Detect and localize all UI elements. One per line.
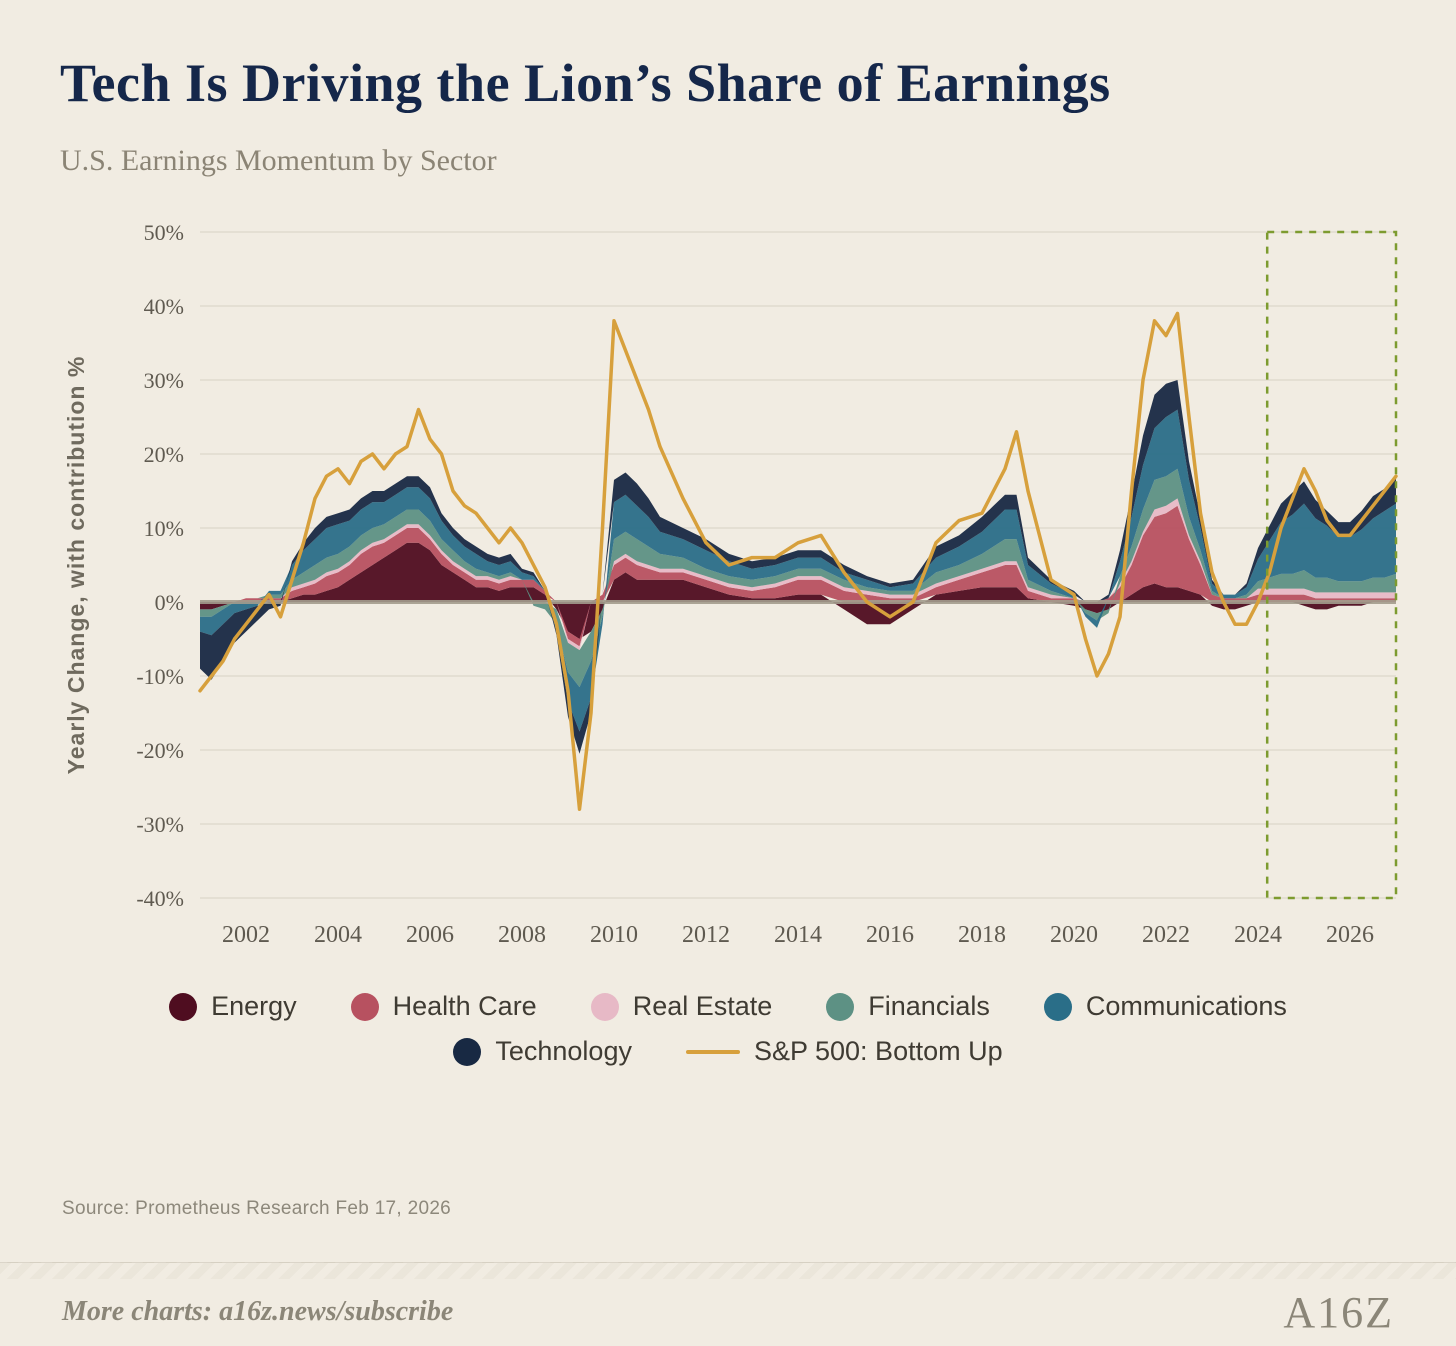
sp500-line	[198, 311, 1398, 811]
x-tick-label: 2022	[1142, 922, 1190, 948]
legend-color-dot	[350, 992, 379, 1021]
y-tick-label: 40%	[144, 294, 184, 319]
x-tick-label: 2014	[774, 922, 822, 948]
x-tick-label: 2010	[590, 922, 638, 948]
a16z-logo: A16Z	[1283, 1287, 1394, 1337]
legend-item-real-estate: Real Estate	[590, 991, 773, 1022]
more-charts-link[interactable]: More charts: a16z.news/subscribe	[62, 1296, 454, 1327]
y-tick-label: -20%	[136, 738, 184, 763]
legend-color-dot	[453, 1037, 482, 1066]
x-tick-label: 2002	[222, 922, 270, 948]
forecast-highlight-box	[1265, 230, 1398, 900]
x-tick-label: 2020	[1050, 922, 1098, 948]
legend-line-swatch	[685, 1049, 740, 1054]
legend-label: Financials	[868, 991, 990, 1021]
legend-color-dot	[590, 992, 619, 1021]
legend-color-dot	[169, 992, 198, 1021]
footer: More charts: a16z.news/subscribe A16Z	[0, 1278, 1456, 1346]
legend-color-dot	[1043, 992, 1072, 1021]
legend-color-dot	[826, 992, 855, 1021]
earnings-momentum-chart: 50% 40% 30% 20% 10% 0% -10% -20% -30% -40% 2002 200…	[63, 220, 1398, 948]
legend-item-health-care: Health Care	[350, 991, 537, 1022]
legend-label: Energy	[211, 991, 297, 1021]
x-tick-label: 2012	[682, 922, 730, 948]
x-tick-label: 2016	[866, 922, 914, 948]
chart-legend: Energy Health Care Real Estate Financials Co…	[0, 991, 1456, 1067]
y-tick-label: 50%	[144, 220, 184, 245]
y-tick-label: -30%	[136, 812, 184, 837]
area-energy	[200, 542, 1396, 639]
y-tick-label: 20%	[144, 442, 184, 467]
header: Tech Is Driving the Lion’s Share of Earn…	[0, 0, 1456, 178]
x-tick-label: 2006	[406, 922, 454, 948]
legend-item-energy: Energy	[169, 991, 297, 1022]
chart-title: Tech Is Driving the Lion’s Share of Earn…	[60, 53, 1111, 113]
legend-row-1: Energy Health Care Real Estate Financials Co…	[0, 991, 1456, 1022]
legend-label: Real Estate	[632, 991, 773, 1021]
y-tick-label: 10%	[144, 516, 184, 541]
legend-label: Technology	[495, 1036, 632, 1066]
legend-item-communications: Communications	[1043, 991, 1287, 1022]
source-note: Source: Prometheus Research Feb 17, 2026	[62, 1198, 452, 1219]
x-tick-label: 2026	[1326, 922, 1374, 948]
legend-item-technology: Technology	[453, 1036, 632, 1067]
legend-item-s-p-500-bottom-up: S&P 500: Bottom Up	[685, 1036, 1003, 1067]
legend-label: S&P 500: Bottom Up	[753, 1036, 1003, 1066]
x-tick-label: 2018	[958, 922, 1006, 948]
y-tick-label: 0%	[155, 590, 184, 615]
legend-row-2: Technology S&P 500: Bottom Up	[0, 1036, 1456, 1067]
chart-area: 50% 40% 30% 20% 10% 0% -10% -20% -30% -40% 2002 200…	[0, 192, 1456, 977]
footer-divider	[0, 1262, 1456, 1279]
y-tick-label: -40%	[136, 886, 184, 911]
y-axis-title: Yearly Change, with contribution %	[63, 356, 89, 775]
y-tick-label: 30%	[144, 368, 184, 393]
y-tick-label: -10%	[136, 664, 184, 689]
x-tick-label: 2004	[314, 922, 362, 948]
legend-label: Communications	[1085, 991, 1287, 1021]
legend-label: Health Care	[392, 991, 537, 1021]
x-tick-label: 2024	[1234, 922, 1282, 948]
chart-subtitle: U.S. Earnings Momentum by Sector	[60, 144, 497, 177]
area-health-care	[200, 505, 1396, 647]
x-tick-label: 2008	[498, 922, 546, 948]
legend-item-financials: Financials	[826, 991, 990, 1022]
